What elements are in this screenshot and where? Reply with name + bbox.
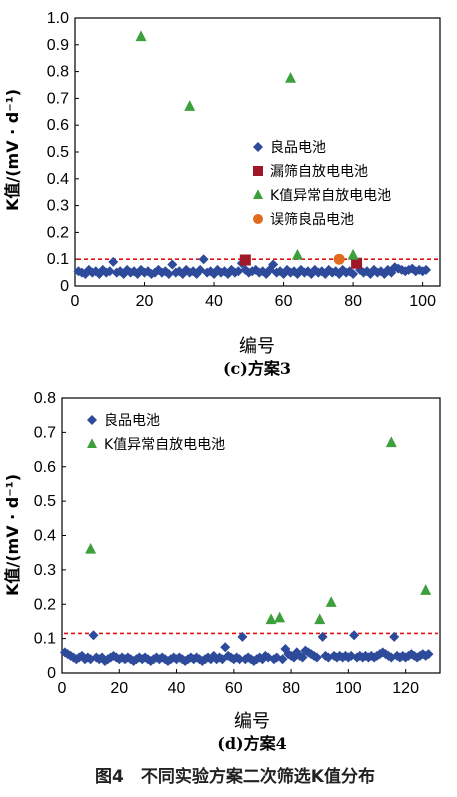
legend-marker: [87, 415, 97, 425]
legend-label: K值异常自放电电池: [270, 188, 391, 204]
data-point: [285, 71, 297, 83]
subplot-title: (c)方案3: [223, 359, 291, 378]
legend-label: 良品电池: [270, 140, 326, 156]
data-point: [325, 596, 337, 607]
legend-marker: [253, 166, 263, 176]
data-point: [135, 30, 147, 42]
data-point: [167, 259, 178, 270]
y-tick-label: 0.9: [47, 37, 69, 54]
x-axis-label: 编号: [239, 336, 275, 357]
y-tick-label: 0.2: [47, 224, 69, 241]
data-point: [291, 248, 303, 260]
data-point: [265, 613, 277, 625]
x-tick-label: 60: [225, 680, 243, 697]
x-tick-label: 0: [71, 293, 80, 310]
data-point: [314, 613, 326, 625]
data-point: [317, 631, 328, 642]
plot-frame: [74, 17, 441, 287]
data-point: [349, 630, 360, 641]
legend-marker: [253, 142, 263, 152]
data-point: [184, 100, 196, 111]
x-tick-label: 100: [409, 293, 436, 310]
data-point: [333, 253, 345, 265]
data-point: [108, 256, 119, 267]
data-point: [351, 257, 363, 269]
y-tick-label: 0.4: [47, 171, 69, 188]
y-tick-label: 1.0: [47, 10, 69, 27]
data-point: [277, 654, 288, 665]
data-point: [311, 652, 322, 663]
y-tick-label: 0.1: [47, 251, 69, 268]
y-tick-label: 0: [60, 278, 69, 295]
x-tick-label: 40: [205, 293, 223, 310]
x-tick-label: 100: [335, 680, 362, 697]
y-tick-label: 0.5: [47, 144, 69, 161]
data-point: [420, 584, 432, 595]
y-tick-label: 0.3: [47, 198, 69, 215]
data-point: [234, 654, 245, 665]
x-axis-label: 编号: [234, 711, 270, 732]
data-point: [389, 631, 400, 642]
x-tick-label: 120: [392, 680, 419, 697]
data-point: [88, 630, 99, 641]
data-point: [104, 266, 115, 277]
legend-marker: [253, 189, 263, 199]
y-tick-label: 0.1: [34, 631, 56, 648]
x-tick-label: 0: [58, 680, 67, 697]
data-point: [233, 266, 244, 277]
legend-label: 误筛良品电池: [270, 212, 354, 228]
data-point: [198, 254, 209, 265]
x-tick-label: 20: [136, 293, 154, 310]
y-tick-label: 0.8: [47, 64, 69, 81]
data-point: [423, 649, 434, 660]
y-tick-label: 0.2: [34, 596, 56, 613]
figure-caption: 图4 不同实验方案二次筛选K值分布: [95, 766, 375, 787]
data-point: [118, 268, 129, 279]
data-point: [163, 268, 174, 279]
legend-label: 漏筛自放电电池: [270, 164, 368, 180]
chart-panel-c: K值/(mV · d⁻¹) 编号 (c)方案3 0 0.1 0.2 0.3 0.4 0.5…: [3, 10, 441, 378]
data-point: [85, 542, 97, 554]
legend-marker: [253, 214, 263, 224]
y-tick-label: 0.6: [47, 117, 69, 134]
data-point: [385, 436, 397, 448]
legend-label: K值异常自放电电池: [104, 437, 225, 453]
y-axis-label: K值/(mV · d⁻¹): [3, 89, 22, 211]
subplot-title: (d)方案4: [217, 734, 286, 753]
y-tick-label: 0.6: [34, 459, 56, 476]
chart-panel-d: K值/(mV · d⁻¹) 编号 (d)方案4 0 0.1 0.2 0.3 0.4 0.5…: [3, 390, 441, 753]
x-tick-label: 60: [275, 293, 293, 310]
y-axis-label: K值/(mV · d⁻¹): [3, 474, 22, 596]
x-tick-label: 20: [110, 680, 128, 697]
x-tick-label: 80: [282, 680, 300, 697]
data-point: [268, 259, 279, 270]
data-point: [220, 642, 231, 653]
y-tick-label: 0.4: [34, 528, 56, 545]
legend-marker: [87, 438, 97, 448]
y-tick-label: 0.3: [34, 562, 56, 579]
data-point: [237, 631, 248, 642]
data-point: [347, 248, 359, 260]
x-tick-label: 40: [168, 680, 186, 697]
x-tick-label: 80: [344, 293, 362, 310]
y-tick-label: 0.7: [47, 90, 69, 107]
data-point: [274, 611, 286, 623]
y-tick-label: 0: [47, 665, 56, 682]
legend-label: 良品电池: [104, 413, 160, 429]
y-tick-label: 0.8: [34, 390, 56, 407]
data-point: [239, 254, 251, 266]
y-tick-label: 0.5: [34, 493, 56, 510]
data-point: [348, 268, 359, 279]
data-point: [421, 264, 432, 275]
y-tick-label: 0.7: [34, 424, 56, 441]
